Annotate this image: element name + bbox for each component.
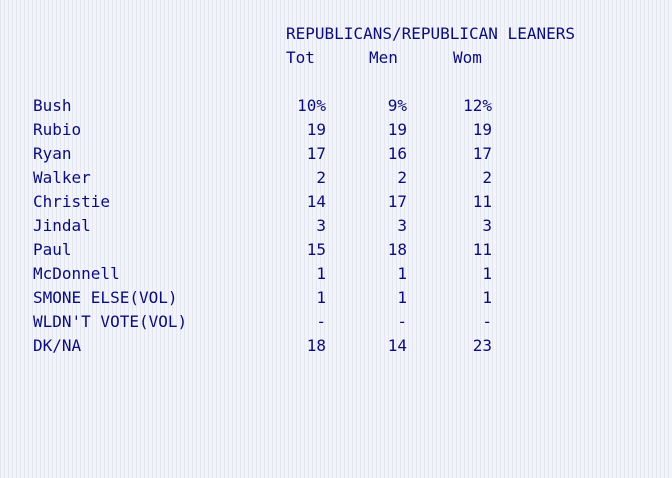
table-row: Jindal 3 3 3 (33, 214, 653, 238)
candidate-name: Paul (33, 240, 72, 259)
value-tot: 1 (316, 264, 326, 283)
table-row: McDonnell 1 1 1 (33, 262, 653, 286)
value-men: 19 (387, 120, 407, 139)
group-header: REPUBLICANS/REPUBLICAN LEANERS (286, 24, 575, 43)
value-tot: 2 (316, 168, 326, 187)
poll-table: REPUBLICANS/REPUBLICAN LEANERS Tot Men W… (33, 24, 653, 358)
value-wom: 1 (482, 288, 492, 307)
value-men: 16 (387, 144, 407, 163)
value-tot: 10% (297, 96, 326, 115)
value-tot: 15 (306, 240, 326, 259)
value-wom: 11 (472, 240, 492, 259)
value-wom: 11 (472, 192, 492, 211)
value-wom: 19 (472, 120, 492, 139)
value-wom: 2 (482, 168, 492, 187)
value-tot: 17 (306, 144, 326, 163)
value-wom: 1 (482, 264, 492, 283)
value-men: 3 (397, 216, 407, 235)
table-row: Ryan 17 16 17 (33, 142, 653, 166)
value-men: 9% (387, 96, 407, 115)
table-row: Bush 10% 9% 12% (33, 94, 653, 118)
value-men: 18 (387, 240, 407, 259)
column-header-tot: Tot (286, 48, 315, 67)
value-wom: 12% (463, 96, 492, 115)
candidate-name: Rubio (33, 120, 82, 139)
value-men: 1 (397, 264, 407, 283)
value-wom: 17 (472, 144, 492, 163)
value-tot: 3 (316, 216, 326, 235)
column-header-men: Men (369, 48, 398, 67)
table-row: Paul 15 18 11 (33, 238, 653, 262)
value-men: 17 (387, 192, 407, 211)
candidate-name: Bush (33, 96, 72, 115)
candidate-name: SMONE ELSE(VOL) (33, 288, 178, 307)
candidate-name: McDonnell (33, 264, 120, 283)
candidate-name: Christie (33, 192, 111, 211)
table-body: Bush 10% 9% 12% Rubio 19 19 19 Ryan 17 1… (33, 94, 653, 358)
value-wom: 3 (482, 216, 492, 235)
table-row: WLDN'T VOTE(VOL) - - - (33, 310, 653, 334)
table-row: DK/NA 18 14 23 (33, 334, 653, 358)
value-wom: 23 (472, 336, 492, 355)
table-row: SMONE ELSE(VOL) 1 1 1 (33, 286, 653, 310)
value-wom: - (482, 312, 492, 331)
candidate-name: Ryan (33, 144, 72, 163)
candidate-name: WLDN'T VOTE(VOL) (33, 312, 188, 331)
value-tot: 1 (316, 288, 326, 307)
value-men: 14 (387, 336, 407, 355)
value-men: - (397, 312, 407, 331)
value-men: 1 (397, 288, 407, 307)
value-men: 2 (397, 168, 407, 187)
value-tot: - (316, 312, 326, 331)
value-tot: 14 (306, 192, 326, 211)
value-tot: 18 (306, 336, 326, 355)
value-tot: 19 (306, 120, 326, 139)
table-row: Christie 14 17 11 (33, 190, 653, 214)
candidate-name: Walker (33, 168, 91, 187)
table-row: Walker 2 2 2 (33, 166, 653, 190)
column-header-wom: Wom (453, 48, 482, 67)
candidate-name: Jindal (33, 216, 91, 235)
candidate-name: DK/NA (33, 336, 82, 355)
table-row: Rubio 19 19 19 (33, 118, 653, 142)
